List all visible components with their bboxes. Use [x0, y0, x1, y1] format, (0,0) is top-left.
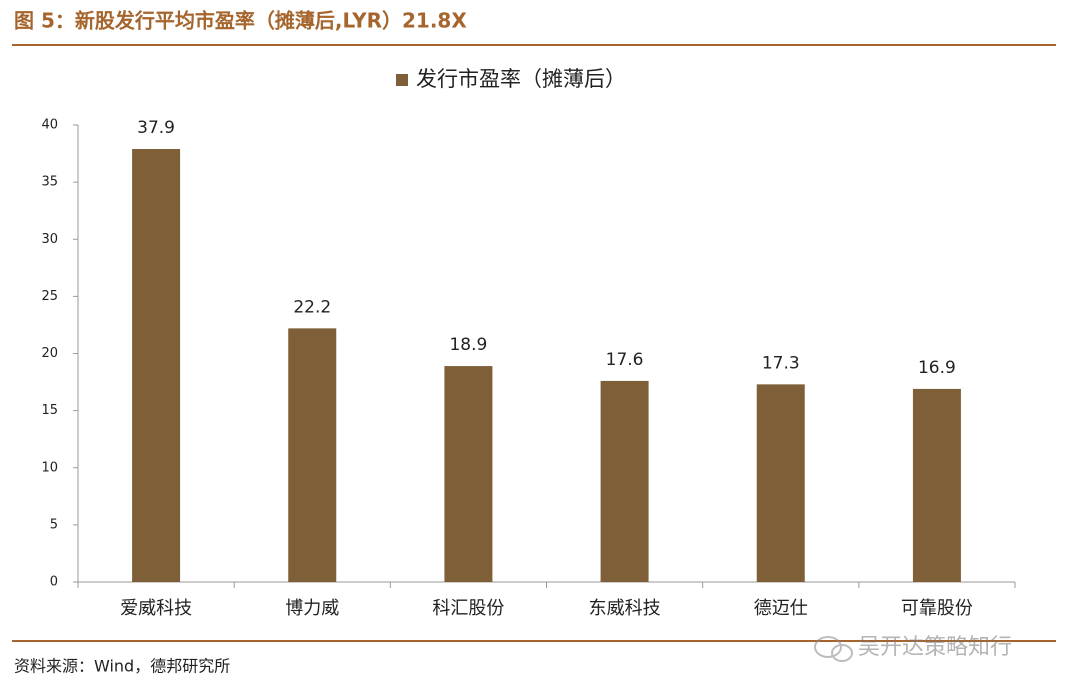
bar	[600, 380, 649, 582]
x-tick-label: 德迈仕	[754, 598, 808, 619]
data-label: 17.3	[762, 353, 800, 373]
x-tick-label: 可靠股份	[901, 598, 973, 619]
legend-label: 发行市盈率（摊薄后）	[416, 67, 626, 91]
y-tick-label: 40	[41, 118, 58, 133]
y-tick-label: 10	[41, 460, 58, 475]
y-tick-label: 30	[41, 232, 58, 247]
chart-title: 图 5：新股发行平均市盈率（摊薄后,LYR）21.8X	[14, 9, 467, 33]
data-label: 37.9	[137, 118, 175, 138]
bar	[756, 384, 805, 582]
bar	[912, 388, 961, 582]
bar	[132, 148, 181, 582]
x-tick-label: 爱威科技	[120, 598, 192, 619]
watermark-text: 吴开达策略知行	[858, 635, 1012, 660]
watermark-icon	[814, 636, 842, 658]
data-label: 22.2	[293, 297, 331, 317]
y-tick-label: 35	[41, 175, 58, 190]
source-note: 资料来源：Wind，德邦研究所	[14, 657, 230, 676]
x-tick-label: 东威科技	[589, 598, 661, 619]
data-label: 16.9	[918, 358, 956, 378]
y-tick-label: 0	[50, 575, 58, 590]
data-label: 18.9	[449, 335, 487, 355]
x-tick-label: 博力威	[285, 598, 339, 619]
x-tick-label: 科汇股份	[432, 598, 504, 619]
bar	[444, 366, 493, 582]
y-tick-label: 20	[41, 346, 58, 361]
data-label: 17.6	[606, 350, 644, 370]
watermark-icon	[831, 644, 853, 662]
watermark: 吴开达策略知行	[814, 635, 1012, 662]
legend-swatch	[396, 74, 408, 86]
bar	[288, 328, 337, 582]
y-tick-label: 5	[50, 517, 58, 532]
y-tick-label: 15	[41, 403, 58, 418]
y-tick-label: 25	[41, 289, 58, 304]
